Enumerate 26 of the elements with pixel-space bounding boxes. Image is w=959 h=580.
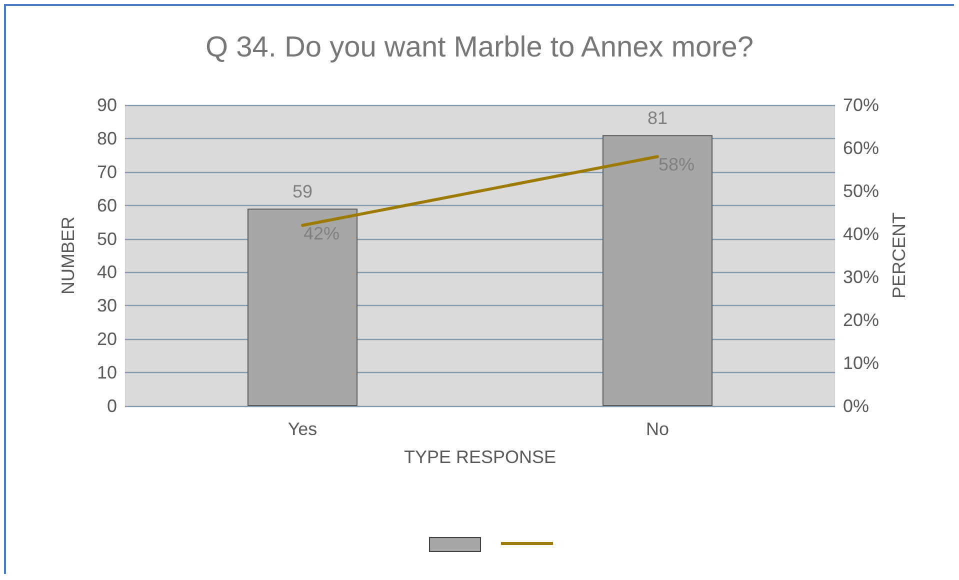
- y-axis-title: NUMBER: [58, 216, 78, 295]
- y-tick-label: 80: [96, 128, 117, 148]
- x-tick-label: No: [646, 419, 670, 439]
- y2-tick-label: 20%: [843, 310, 880, 330]
- data-label: 59: [292, 182, 313, 202]
- y-tick-label: 20: [96, 329, 117, 350]
- y-tick-label: 70: [96, 162, 117, 182]
- y-tick-label: 40: [96, 262, 117, 282]
- y2-tick-label: 60%: [843, 138, 880, 158]
- y2-tick-label: 70%: [843, 95, 880, 115]
- y-tick-label: 90: [96, 95, 117, 115]
- y-tick-label: 10: [96, 362, 117, 383]
- data-label: 81: [647, 108, 668, 128]
- y-tick-label: 60: [96, 195, 117, 216]
- y2-tick-label: 30%: [843, 267, 880, 287]
- y-tick-label: 30: [96, 296, 117, 316]
- y2-tick-label: 10%: [843, 353, 880, 373]
- x-tick-label: Yes: [288, 419, 318, 439]
- y2-tick-label: 0%: [843, 396, 870, 416]
- y2-axis-title: PERCENT: [888, 212, 909, 299]
- y2-tick-label: 50%: [843, 181, 880, 201]
- y-tick-label: 0: [106, 396, 117, 416]
- x-axis-title: TYPE RESPONSE: [404, 447, 556, 467]
- y2-tick-label: 40%: [843, 224, 880, 244]
- y-tick-label: 50: [96, 228, 117, 249]
- chart-title: Q 34. Do you want Marble to Annex more?: [205, 32, 754, 64]
